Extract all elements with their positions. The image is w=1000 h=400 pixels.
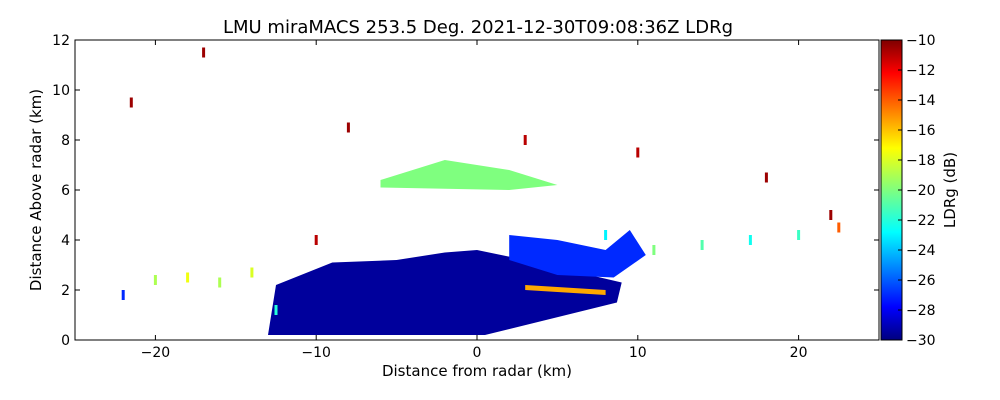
echo-point-11 (797, 230, 801, 240)
x-tick-label: 0 (473, 345, 482, 361)
colorbar-tick-label: −16 (906, 123, 936, 139)
echo-point-7 (604, 230, 608, 240)
colorbar-tick-label: −12 (906, 63, 936, 79)
colorbar-tick-label: −28 (906, 303, 936, 319)
echo-point-15 (346, 122, 350, 133)
region-melting-layer-band (525, 285, 606, 295)
echo-point-3 (218, 277, 222, 288)
colorbar-ticks: −10 −12 −14 −16 −18 −20 −22 −24 −26 −28 −30 (898, 33, 936, 349)
x-axis-ticks: −20 −10 0 10 20 (141, 40, 808, 361)
chart-title: LMU miraMACS 253.5 Deg. 2021-12-30T09:08… (223, 17, 733, 38)
y-tick-label: 2 (61, 283, 70, 299)
y-tick-label: 4 (61, 233, 70, 249)
echo-point-5 (274, 305, 278, 315)
echo-point-6 (314, 235, 318, 245)
colorbar-tick-label: −26 (906, 273, 936, 289)
echo-regions (268, 160, 646, 335)
colorbar-tick-label: −22 (906, 213, 936, 229)
y-tick-label: 0 (61, 333, 70, 349)
y-tick-label: 10 (52, 83, 70, 99)
y-axis-ticks: 0 2 4 6 8 10 12 (52, 33, 879, 349)
x-tick-label: 10 (629, 345, 647, 361)
echo-point-19 (829, 210, 833, 220)
echo-point-2 (186, 272, 190, 283)
echo-point-13 (129, 97, 133, 108)
echo-point-9 (700, 240, 704, 250)
y-tick-label: 8 (61, 133, 70, 149)
colorbar-tick-label: −10 (906, 33, 936, 49)
echo-point-4 (250, 267, 254, 278)
region-ice-layer-upper-right (509, 230, 646, 278)
colorbar-tick-label: −20 (906, 183, 936, 199)
x-axis-label: Distance from radar (km) (382, 362, 572, 380)
echo-point-1 (153, 275, 157, 285)
echo-point-12 (837, 222, 841, 233)
colorbar-tick-label: −30 (906, 333, 936, 349)
y-axis-label: Distance Above radar (km) (27, 89, 45, 291)
echo-point-16 (523, 135, 527, 145)
echo-point-14 (202, 47, 206, 58)
echo-point-8 (652, 245, 656, 255)
echo-point-18 (764, 172, 768, 183)
y-tick-label: 6 (61, 183, 70, 199)
echo-point-17 (636, 147, 640, 158)
x-tick-label: −20 (141, 345, 171, 361)
colorbar-tick-label: −24 (906, 243, 936, 259)
echo-point-10 (748, 235, 752, 245)
y-tick-label: 12 (52, 33, 70, 49)
echo-scatter (121, 47, 841, 315)
colorbar-tick-label: −14 (906, 93, 936, 109)
echo-point-0 (121, 290, 125, 300)
region-low-ldr-precipitation (268, 250, 622, 335)
x-tick-label: −10 (301, 345, 331, 361)
x-tick-label: 20 (790, 345, 808, 361)
region-mid-level-layer (380, 160, 558, 190)
colorbar-tick-label: −18 (906, 153, 936, 169)
colorbar-label: LDRg (dB) (941, 152, 959, 228)
